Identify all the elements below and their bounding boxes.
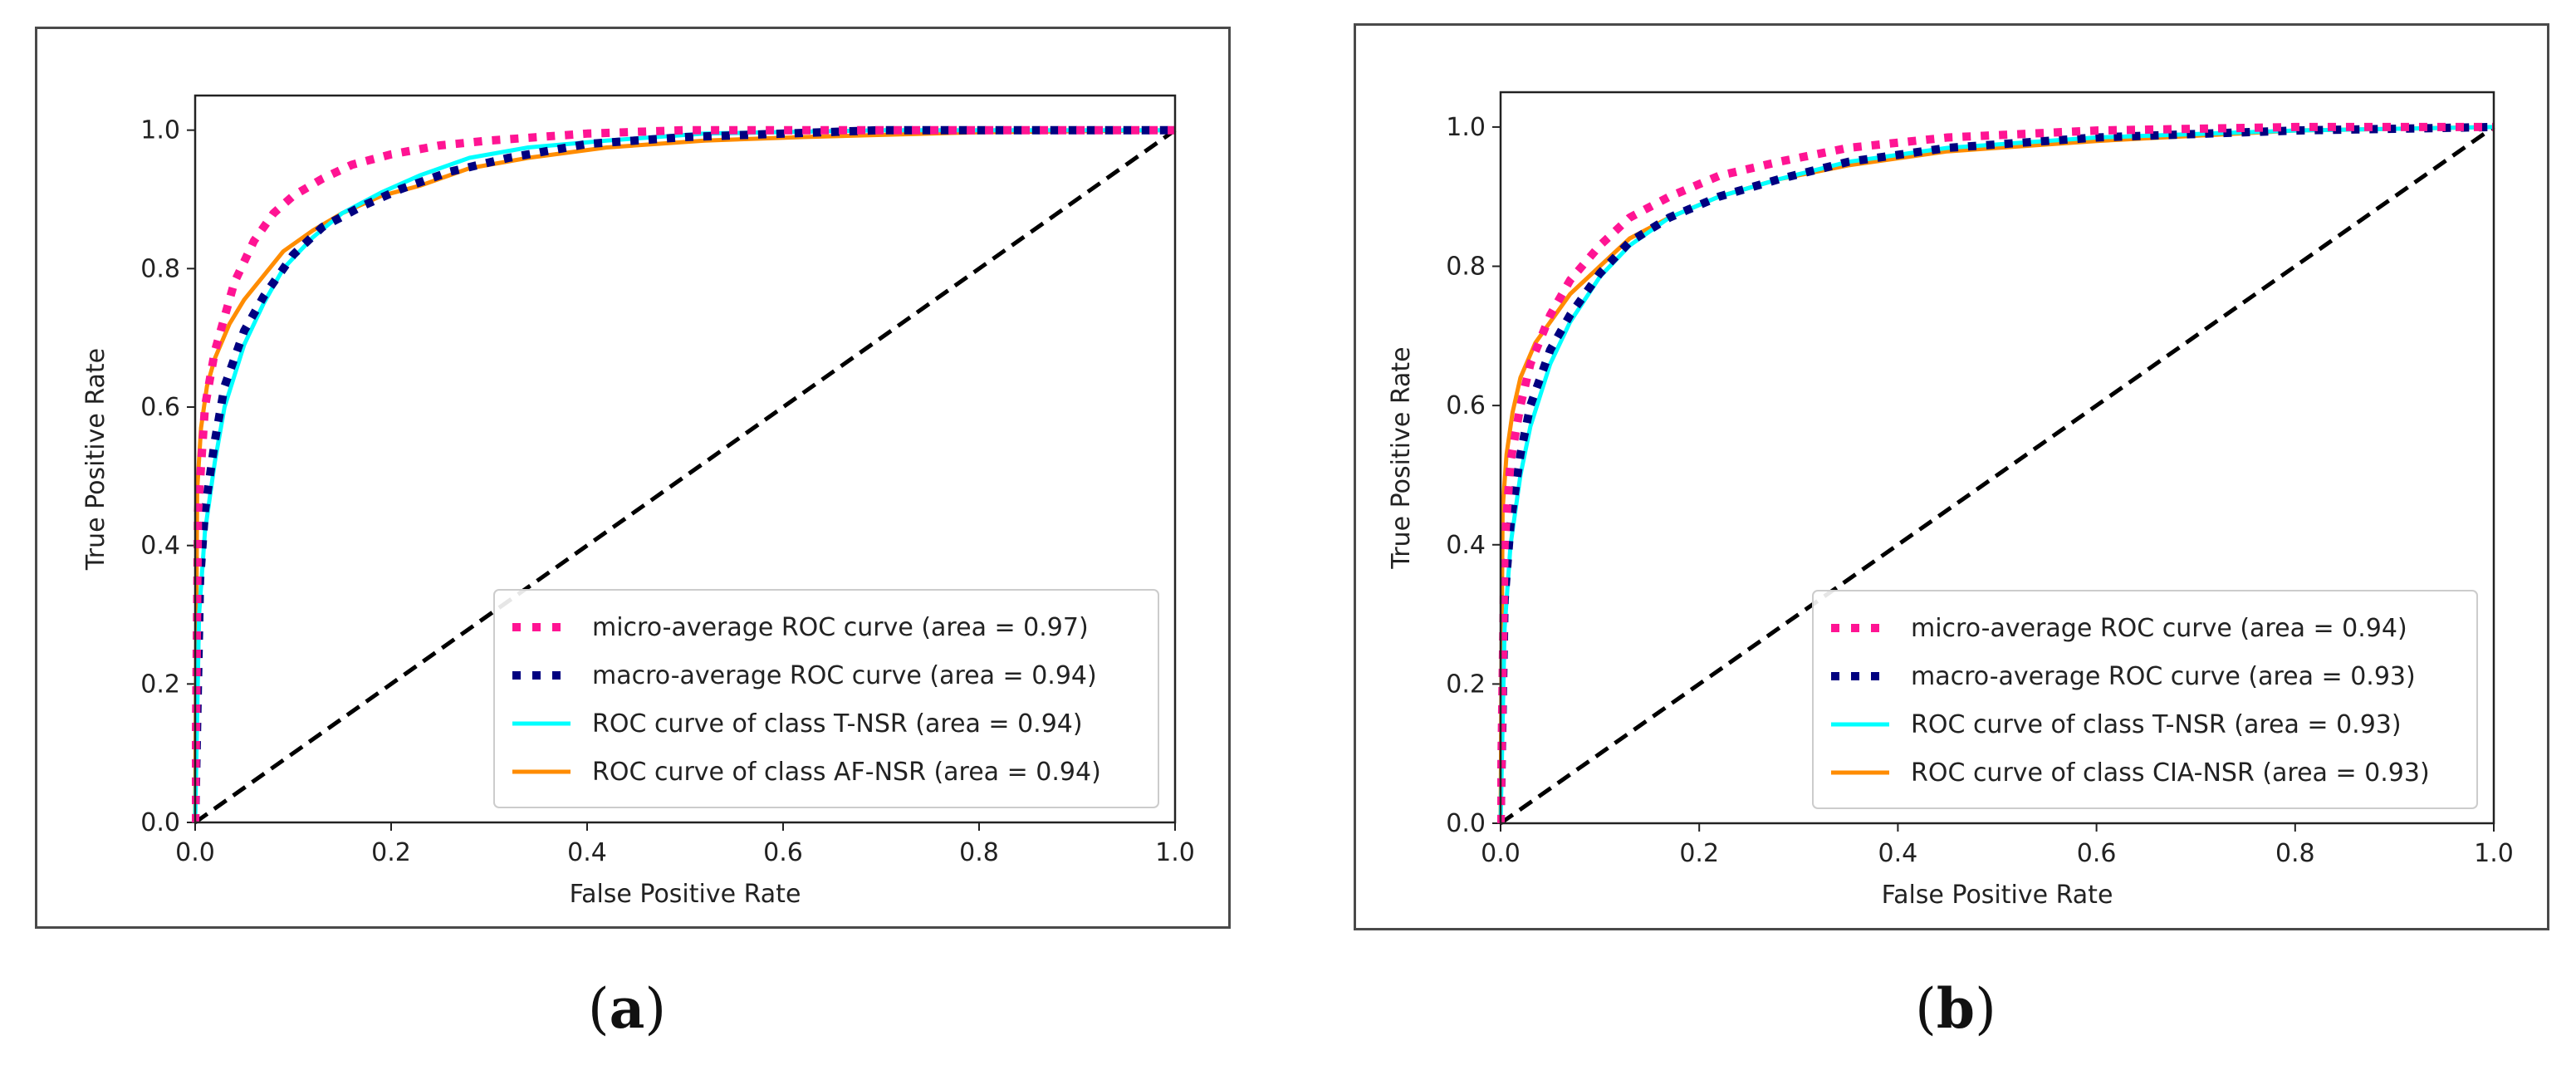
x-tick-label: 0.2 <box>371 838 411 867</box>
x-axis-label: False Positive Rate <box>570 880 801 909</box>
roc-chart-b: 0.0 0.2 0.4 0.6 0.8 1.0 0.0 0.2 0.4 0.6 0.8 1.0 Fals… <box>1387 91 2514 910</box>
x-tick-label: 0.6 <box>763 838 803 867</box>
x-tick-label: 0.0 <box>175 838 215 867</box>
legend-box <box>493 589 1159 808</box>
x-tick-label: 0.2 <box>1679 839 1719 868</box>
micro-average-roc-line <box>1497 122 2494 824</box>
micro-average-roc-line <box>192 125 1175 823</box>
y-tick-label: 0.6 <box>1446 391 1486 420</box>
axes-frame <box>193 94 1177 824</box>
y-axis-label: True Positive Rate <box>81 348 110 571</box>
panel-caption-a: (a) <box>587 976 667 1041</box>
y-tick-label: 0.8 <box>1446 253 1486 282</box>
y-tick-label: 1.0 <box>1446 113 1486 142</box>
y-tick-label: 0.2 <box>1446 670 1486 699</box>
x-tick-label: 0.6 <box>2077 839 2117 868</box>
x-tick-label: 1.0 <box>2474 839 2514 868</box>
x-tick-label: 0.0 <box>1481 839 1521 868</box>
chance-diagonal-line <box>1499 125 2495 826</box>
y-tick-label: 0.4 <box>140 532 180 561</box>
y-tick-label: 0.0 <box>1446 809 1486 838</box>
y-tick-label: 0.4 <box>1446 531 1486 560</box>
panel-caption-b-label: b <box>1936 976 1976 1041</box>
y-axis-label: True Positive Rate <box>1387 346 1416 569</box>
roc-chart-panel-a: 0.0 0.2 0.4 0.6 0.8 1.0 0.0 0.2 0.4 0.6 0.8 1.0 Fals… <box>35 27 1231 929</box>
legend-entry-label: micro-average ROC curve (area = 0.97) <box>592 613 1089 642</box>
chance-diagonal-line <box>193 128 1177 825</box>
x-tick-label: 0.8 <box>959 838 999 867</box>
plot-area <box>1497 122 2495 826</box>
x-tick-label: 0.8 <box>2275 839 2315 868</box>
legend-entry-label: macro-average ROC curve (area = 0.94) <box>592 661 1097 690</box>
legend-entry-label: ROC curve of class CIA-NSR (area = 0.93) <box>1911 758 2430 788</box>
y-tick-label: 0.0 <box>140 808 180 837</box>
roc-chart-panel-b: 0.0 0.2 0.4 0.6 0.8 1.0 0.0 0.2 0.4 0.6 0.8 1.0 Fals… <box>1354 23 2549 930</box>
legend-entry-label: ROC curve of class T-NSR (area = 0.94) <box>592 709 1083 739</box>
x-tick-label: 1.0 <box>1155 838 1195 867</box>
legend-entry-label: ROC curve of class T-NSR (area = 0.93) <box>1911 710 2402 739</box>
legend-box <box>1812 590 2478 809</box>
y-tick-label: 1.0 <box>140 116 180 145</box>
macro-average-roc-line <box>192 125 1175 823</box>
panel-caption-a-label: a <box>609 976 645 1041</box>
x-tick-label: 0.4 <box>567 838 607 867</box>
x-tick-label: 0.4 <box>1878 839 1918 868</box>
legend-entry-label: micro-average ROC curve (area = 0.94) <box>1911 614 2407 643</box>
y-tick-label: 0.6 <box>140 393 180 422</box>
legend-entry-label: macro-average ROC curve (area = 0.93) <box>1911 662 2416 691</box>
y-tick-label: 0.2 <box>140 670 180 699</box>
legend-entry-label: ROC curve of class AF-NSR (area = 0.94) <box>592 758 1101 787</box>
y-tick-label: 0.8 <box>140 254 180 283</box>
x-axis-label: False Positive Rate <box>1882 881 2113 910</box>
roc-chart-a: 0.0 0.2 0.4 0.6 0.8 1.0 0.0 0.2 0.4 0.6 0.8 1.0 Fals… <box>81 94 1195 909</box>
plot-area <box>192 125 1177 825</box>
axes-frame <box>1499 91 2495 825</box>
panel-caption-b: (b) <box>1915 976 1996 1041</box>
